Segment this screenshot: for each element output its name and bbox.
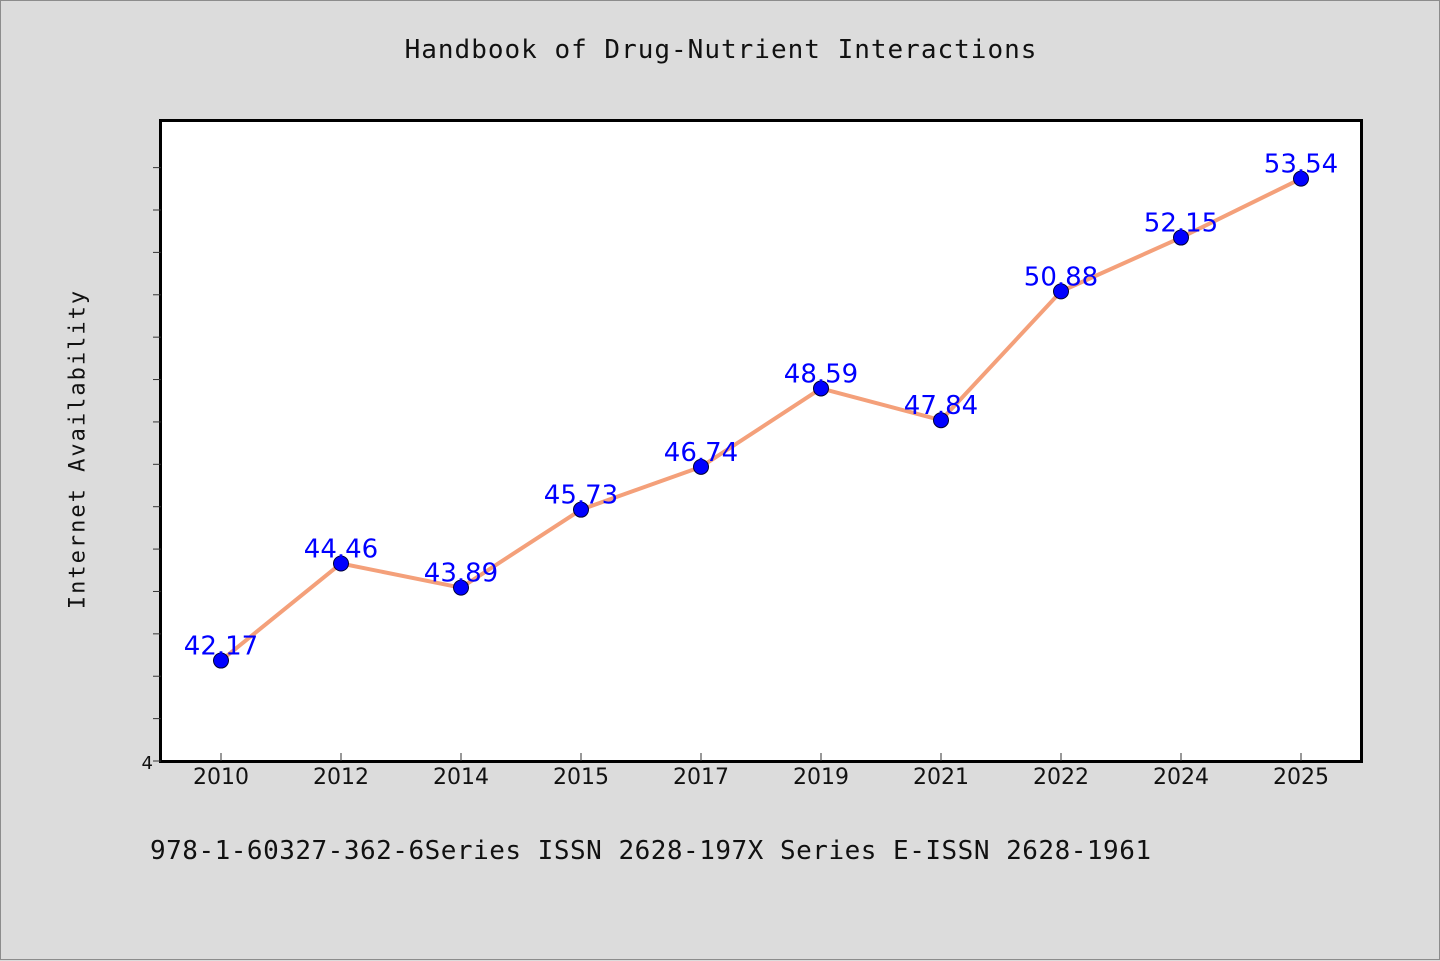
data-label: 42.17 — [184, 632, 258, 662]
x-tick-label: 2021 — [913, 765, 969, 790]
x-tick-label: 2024 — [1153, 765, 1209, 790]
data-point — [333, 555, 349, 572]
data-point — [573, 501, 589, 518]
data-point — [213, 652, 229, 669]
x-tick-label: 2025 — [1273, 765, 1329, 790]
series-line — [219, 176, 1302, 663]
x-tick-label: 2017 — [673, 765, 729, 790]
x-tick-label: 2022 — [1033, 765, 1089, 790]
data-point — [693, 458, 709, 475]
x-tick-label: 2010 — [193, 765, 249, 790]
data-point — [453, 579, 469, 596]
data-label: 48.59 — [784, 359, 858, 389]
data-label: 46.74 — [664, 438, 738, 468]
x-tick-label: 2014 — [433, 765, 489, 790]
data-label: 45.73 — [544, 481, 618, 511]
data-label: 47.84 — [904, 391, 978, 421]
plot-area — [159, 119, 1363, 763]
data-label: 53.54 — [1264, 150, 1338, 180]
data-label: 44.46 — [304, 534, 378, 564]
data-label: 50.88 — [1024, 262, 1098, 292]
x-tick-label: 2019 — [793, 765, 849, 790]
data-point — [933, 412, 949, 429]
y-tick-label: 4 — [142, 753, 153, 774]
data-point — [1173, 229, 1189, 246]
data-label: 52.15 — [1144, 209, 1218, 239]
x-tick-label: 2015 — [553, 765, 609, 790]
isbn-issn-footer: 978-1-60327-362-6Series ISSN 2628-197X S… — [150, 836, 1152, 866]
chart-title: Handbook of Drug-Nutrient Interactions — [404, 35, 1038, 65]
data-point — [813, 380, 829, 397]
x-tick-label: 2012 — [313, 765, 369, 790]
data-label: 43.89 — [424, 559, 498, 589]
data-point — [1293, 170, 1309, 187]
data-point — [1053, 283, 1069, 300]
